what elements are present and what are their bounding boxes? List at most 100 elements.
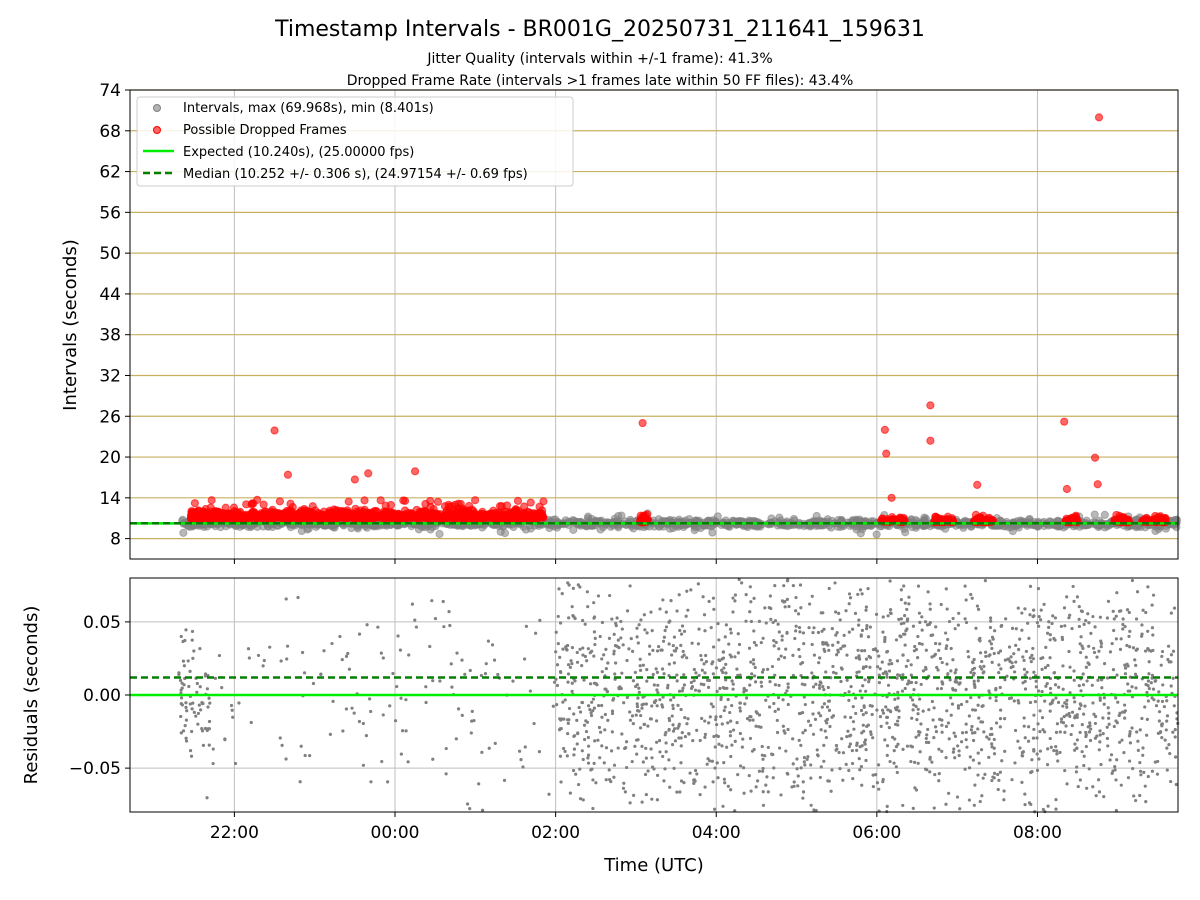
residual-point: [1138, 769, 1143, 773]
residual-point: [568, 791, 572, 795]
residual-point: [839, 666, 844, 670]
residual-point: [651, 672, 655, 677]
residual-point: [845, 734, 849, 739]
residual-point: [580, 700, 584, 705]
residual-point: [640, 800, 644, 804]
residual-point: [761, 636, 765, 640]
residual-point: [709, 626, 713, 630]
residual-point: [664, 625, 669, 629]
residual-point: [884, 705, 888, 709]
residual-point: [635, 626, 639, 630]
dropped-frame-outlier: [270, 426, 279, 435]
residual-point: [1054, 696, 1058, 700]
residual-point: [608, 778, 612, 782]
residual-point: [1157, 690, 1161, 694]
residual-point: [764, 698, 768, 702]
residual-point: [1045, 631, 1050, 635]
residual-point: [723, 705, 727, 709]
residual-point: [916, 761, 920, 765]
residual-point: [764, 621, 768, 625]
residual-point: [574, 772, 578, 776]
dropped-frame-point: [1161, 515, 1170, 524]
residual-point: [328, 732, 332, 736]
residual-point: [589, 713, 594, 718]
legend-label-intervals: Intervals, max (69.968s), min (8.401s): [183, 101, 434, 116]
residual-point: [1145, 717, 1149, 721]
residual-point: [1042, 602, 1046, 606]
residual-point: [534, 631, 538, 635]
legend-label-expected: Expected (10.240s), (25.00000 fps): [183, 145, 414, 160]
residual-point: [893, 722, 898, 726]
residual-point: [759, 725, 763, 729]
residual-point: [570, 689, 574, 693]
residual-point: [1165, 719, 1169, 723]
residual-point: [1063, 701, 1067, 705]
residual-point: [395, 684, 399, 689]
residual-point: [994, 699, 998, 703]
residual-point: [454, 737, 458, 741]
residual-point: [589, 711, 593, 715]
residual-point: [612, 763, 617, 767]
residual-point: [1077, 624, 1081, 629]
dropped-frame-point: [283, 508, 292, 518]
residual-point: [596, 594, 601, 598]
residual-point: [1021, 754, 1025, 758]
residual-point: [559, 718, 563, 722]
dropped-frame-point: [190, 512, 200, 522]
residual-point: [583, 622, 587, 626]
dropped-frame-point: [448, 502, 457, 511]
residual-point: [1084, 665, 1088, 669]
residual-point: [365, 623, 369, 627]
residual-point: [860, 628, 865, 633]
dropped-frame-point: [251, 509, 260, 518]
residual-point: [749, 660, 753, 664]
interval-point: [1100, 510, 1109, 519]
residual-point: [672, 766, 676, 770]
residual-point: [834, 743, 839, 748]
residual-point: [578, 647, 582, 651]
residual-point: [911, 624, 916, 628]
residual-point: [885, 649, 890, 654]
residual-point: [1043, 730, 1047, 734]
dropped-frame-outlier: [1062, 484, 1072, 494]
residual-point: [926, 590, 930, 594]
residual-point: [749, 619, 753, 624]
residual-point: [1134, 648, 1138, 652]
residual-point: [916, 584, 921, 588]
residual-point: [866, 635, 871, 639]
residual-point: [903, 613, 907, 618]
intervals-y-tick-label: 74: [99, 81, 121, 101]
residual-point: [1031, 736, 1036, 740]
residual-point: [897, 715, 901, 719]
residual-point: [914, 788, 919, 792]
residual-point: [606, 718, 610, 722]
residual-point: [858, 768, 862, 772]
residual-point: [1119, 783, 1123, 787]
residual-point: [552, 680, 557, 684]
residual-point: [899, 598, 903, 602]
residual-point: [1011, 664, 1015, 669]
residual-point: [888, 608, 893, 612]
residual-point: [596, 703, 601, 708]
residual-point: [976, 703, 980, 707]
residual-point: [859, 765, 864, 769]
residual-point: [847, 768, 851, 773]
residual-point: [575, 650, 579, 655]
residual-point: [1061, 704, 1065, 708]
residual-point: [1093, 625, 1097, 629]
residual-point: [686, 608, 690, 612]
residual-point: [1125, 608, 1130, 612]
residual-point: [1065, 595, 1069, 599]
residual-point: [901, 803, 905, 808]
residual-point: [713, 745, 717, 749]
residual-point: [477, 782, 481, 786]
residual-point: [968, 755, 972, 759]
residual-point: [680, 624, 685, 628]
residual-point: [198, 685, 202, 689]
residual-point: [311, 681, 316, 686]
residual-point: [721, 804, 725, 808]
residual-point: [948, 678, 952, 682]
residual-point: [718, 686, 722, 691]
residual-point: [912, 649, 916, 653]
residual-point: [879, 724, 883, 728]
